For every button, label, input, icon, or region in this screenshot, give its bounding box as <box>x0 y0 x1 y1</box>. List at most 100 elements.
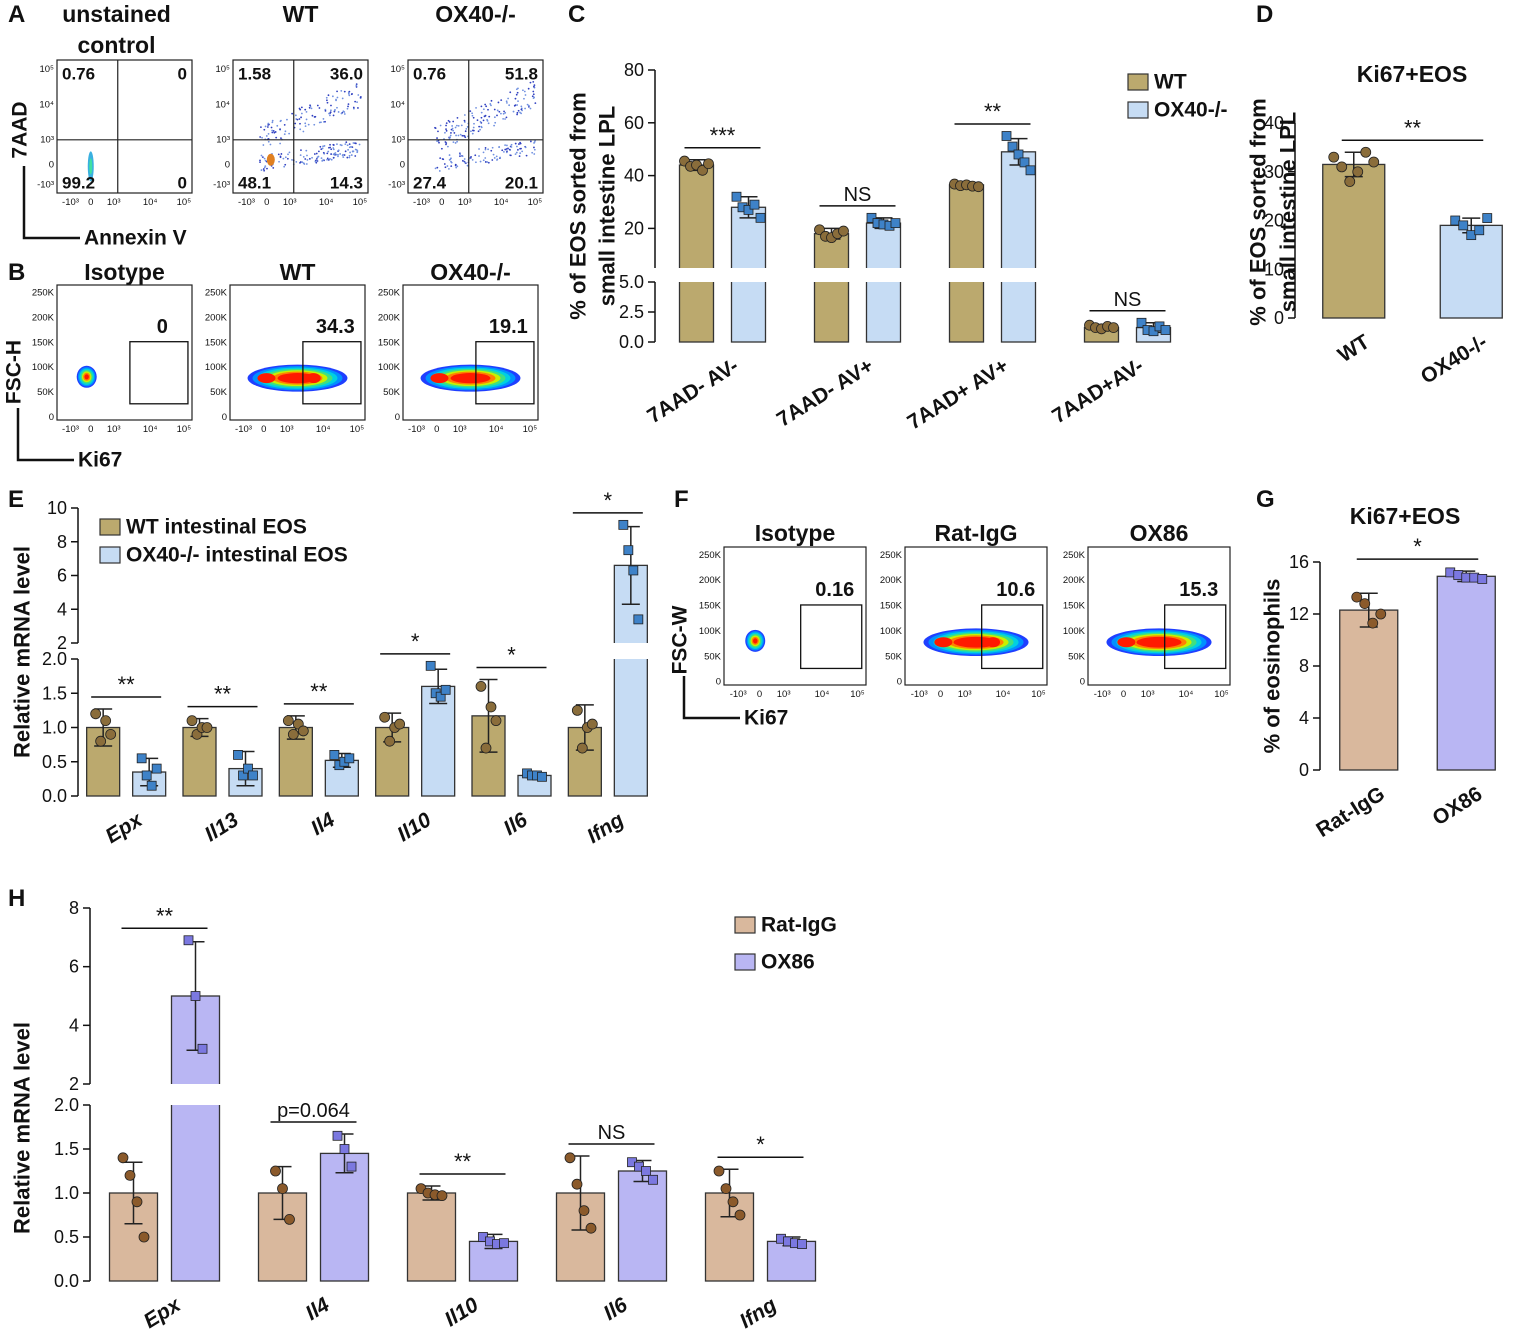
gate <box>302 341 362 405</box>
event-dot <box>534 102 537 105</box>
event-dot <box>348 143 351 146</box>
event-dot <box>519 142 522 145</box>
y-tick-label: 60 <box>624 113 644 133</box>
event-dot <box>479 128 481 131</box>
event-dot <box>463 114 466 116</box>
axis-bracket <box>682 676 740 720</box>
event-dot <box>332 114 335 117</box>
event-dot <box>523 90 526 93</box>
significance-label: ** <box>310 679 328 704</box>
data-point <box>238 770 248 781</box>
plot-title: Isotype <box>84 259 165 285</box>
flow-tick-label: 0 <box>264 197 269 208</box>
event-dot <box>277 153 280 156</box>
axis-break-gap <box>999 268 1038 282</box>
event-dot <box>443 163 446 165</box>
event-dot <box>434 127 437 130</box>
event-dot <box>441 158 444 160</box>
event-dot <box>487 122 490 125</box>
event-cluster <box>84 374 89 380</box>
data-point <box>585 1222 597 1234</box>
data-point <box>703 158 714 170</box>
event-dot <box>263 128 266 131</box>
event-dot <box>455 166 458 169</box>
event-cluster <box>986 637 1001 648</box>
event-dot <box>436 140 439 143</box>
flow-tick-label: 10⁵ <box>353 197 368 208</box>
plot-title: control <box>78 32 156 58</box>
event-cluster <box>277 373 318 384</box>
plot-title: WT <box>283 1 319 27</box>
event-dot <box>465 127 468 130</box>
flow-tick-label: 50K <box>37 387 55 398</box>
event-dot <box>518 155 521 157</box>
event-dot <box>336 96 339 99</box>
event-dot <box>313 153 316 155</box>
significance-label: ** <box>1404 115 1422 140</box>
event-dot <box>520 112 523 115</box>
quadrant-percent: 48.1 <box>238 174 271 193</box>
flow-x-label: Ki67 <box>78 449 122 472</box>
event-dot <box>457 124 460 127</box>
event-dot <box>336 143 338 146</box>
data-point <box>190 991 201 1001</box>
event-dot <box>488 115 491 118</box>
data-point <box>183 935 194 946</box>
event-dot <box>484 103 487 106</box>
event-dot <box>284 130 287 133</box>
event-dot <box>306 159 309 161</box>
event-dot <box>517 109 520 112</box>
flow-plot: 0.76 0 99.2 0 <box>56 59 193 194</box>
data-point <box>100 715 112 727</box>
event-dot <box>456 116 459 119</box>
data-point <box>1474 225 1485 236</box>
bar-chart: 0.0 2.5 5.0 20 40 60 80 % of EOS sorted from sma… <box>566 60 1228 434</box>
event-dot <box>344 150 347 153</box>
data-point <box>618 519 629 530</box>
event-dot <box>485 105 488 108</box>
event-dot <box>306 154 308 157</box>
event-dot <box>472 126 475 129</box>
data-point <box>146 780 157 791</box>
bar <box>1439 224 1503 319</box>
event-dot <box>509 154 512 157</box>
data-point <box>344 753 355 764</box>
flow-tick-label: -10³ <box>408 424 425 435</box>
y-tick-label: 0.5 <box>42 752 67 772</box>
event-dot <box>437 130 439 133</box>
event-dot <box>502 117 505 120</box>
event-dot <box>305 118 308 121</box>
event-dot <box>330 153 333 155</box>
flow-tick-label: 250K <box>205 288 228 299</box>
event-dot <box>447 145 449 148</box>
y-axis-label: small intestine LPL <box>1276 112 1301 313</box>
event-dot <box>284 163 287 166</box>
event-dot <box>263 169 266 172</box>
flow-tick-label: 10⁴ <box>319 197 334 208</box>
event-dot <box>514 153 517 156</box>
event-dot <box>517 87 519 90</box>
event-dot <box>471 158 474 161</box>
y-axis-label: % of eosinophils <box>1260 579 1285 754</box>
event-dot <box>483 115 486 118</box>
event-dot <box>311 156 313 159</box>
y-axis-label: small intestine LPL <box>595 106 620 307</box>
chart-title: Ki67+EOS <box>1357 61 1468 87</box>
flow-plot: 10.6 <box>904 546 1048 686</box>
data-point <box>1368 156 1380 168</box>
event-dot <box>305 149 308 152</box>
quadrant-percent: 27.4 <box>413 174 447 193</box>
axis-break-gap <box>864 268 903 282</box>
flow-tick-label: -10³ <box>413 197 430 208</box>
flow-tick-label: 150K <box>378 337 401 348</box>
event-dot <box>357 94 360 96</box>
flow-plot: 0.16 <box>723 546 867 686</box>
data-point <box>890 218 901 229</box>
event-dot <box>494 121 497 124</box>
plot-frame <box>407 59 544 194</box>
event-dot <box>524 146 527 149</box>
event-dot <box>283 133 286 136</box>
flow-tick-label: 200K <box>32 312 55 323</box>
flow-tick-label: 10⁴ <box>143 424 158 435</box>
